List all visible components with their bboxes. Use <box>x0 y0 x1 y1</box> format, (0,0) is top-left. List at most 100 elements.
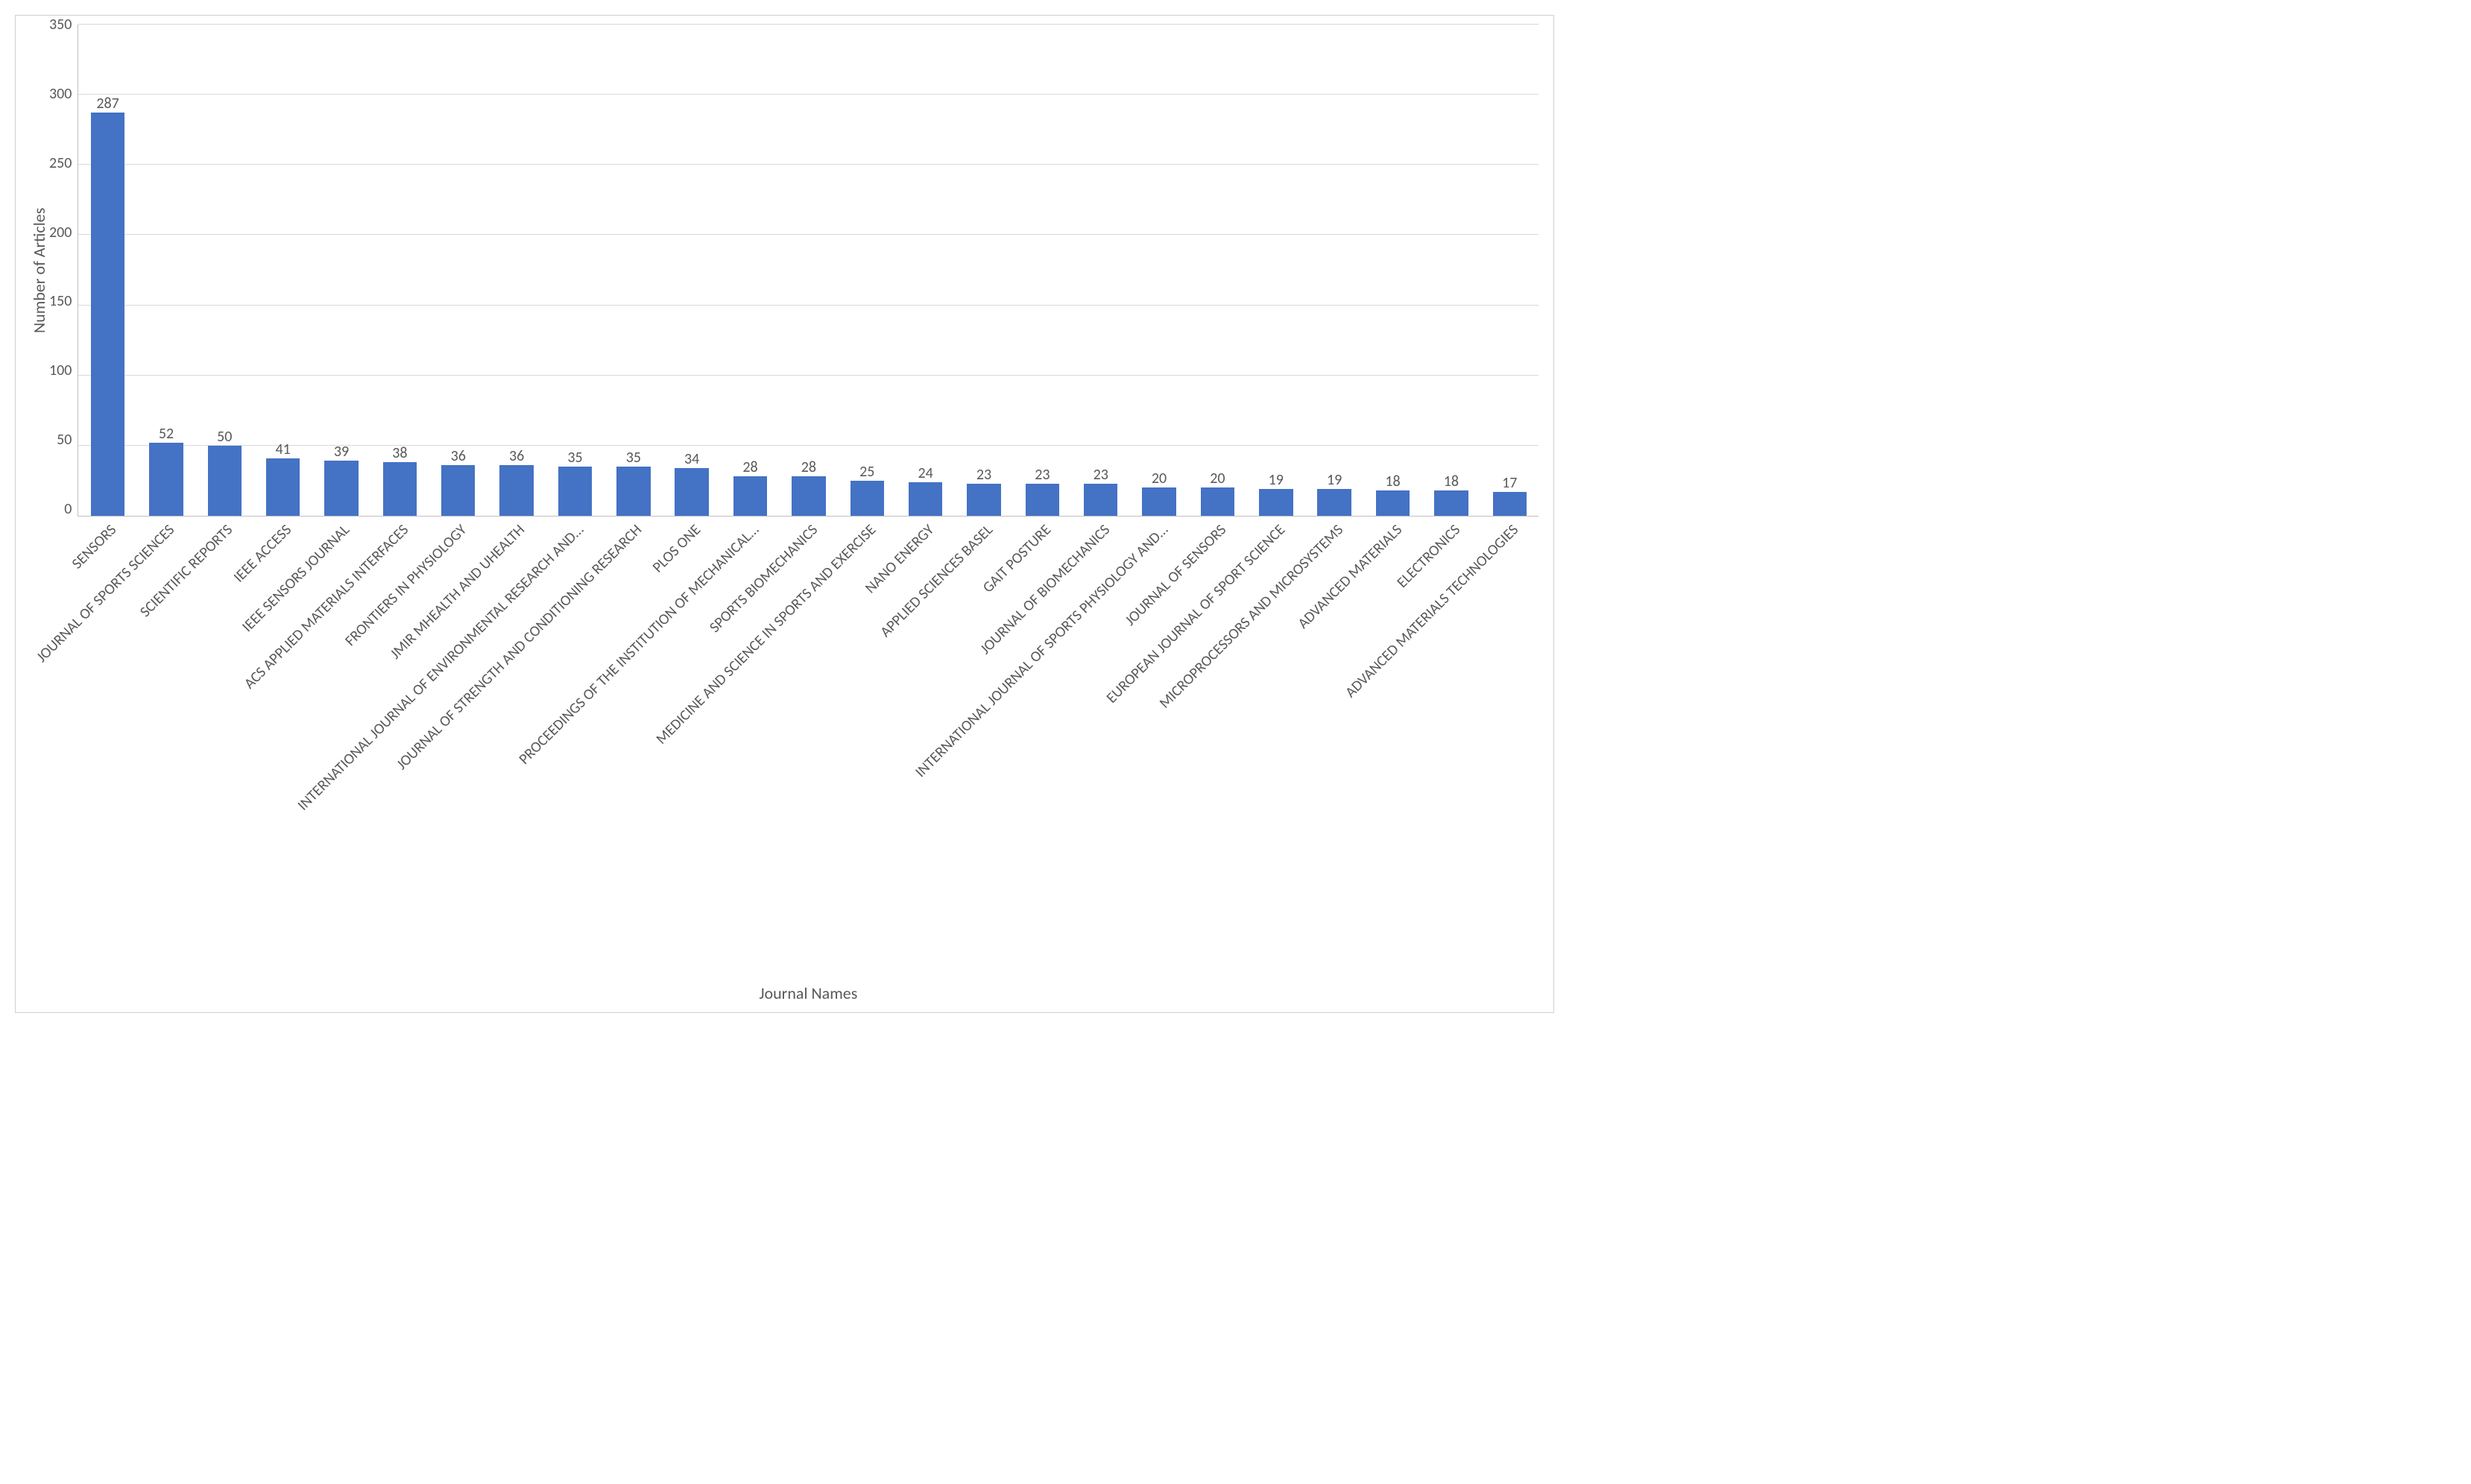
bar <box>1493 492 1527 516</box>
bar-slot: 23 <box>955 25 1013 516</box>
bar <box>208 446 242 516</box>
bar <box>792 476 825 516</box>
bar-slot: 38 <box>370 25 429 516</box>
bar <box>967 484 1000 516</box>
bar-slot: 50 <box>195 25 253 516</box>
bar <box>266 458 300 516</box>
bar-value-label: 38 <box>392 446 407 461</box>
bar <box>1259 489 1293 516</box>
bar-value-label: 19 <box>1269 473 1284 487</box>
x-axis-category-label: MEDICINE AND SCIENCE IN SPORTS AND EXERC… <box>652 521 880 748</box>
plot-area: 287 52 50 41 39 38 36 36 35 35 34 28 28 25 24 23 23 23 20 2… <box>78 25 1539 517</box>
bar-value-label: 52 <box>159 426 174 441</box>
bar <box>675 468 708 516</box>
bar-slot: 19 <box>1247 25 1305 516</box>
bar-slot: 18 <box>1363 25 1421 516</box>
bars-container: 287 52 50 41 39 38 36 36 35 35 34 28 28 25 24 23 23 23 20 2… <box>78 25 1539 516</box>
y-axis-tick: 300 <box>49 86 72 101</box>
bar-value-label: 23 <box>1035 467 1050 482</box>
y-axis-title: Number of Articles <box>25 25 49 517</box>
bar-value-label: 23 <box>976 467 991 482</box>
y-axis-tick: 100 <box>49 363 72 378</box>
bar-value-label: 36 <box>451 449 466 464</box>
bar <box>851 481 884 516</box>
bar-value-label: 34 <box>684 452 699 467</box>
y-axis-tick: 250 <box>49 156 72 171</box>
x-axis-category-labels: SENSORSJOURNAL OF SPORTS SCIENCESSCIENTI… <box>78 521 1539 983</box>
bar-value-label: 35 <box>567 450 582 465</box>
bar <box>91 113 124 516</box>
bar-value-label: 18 <box>1444 474 1459 489</box>
bar-value-label: 36 <box>509 449 524 464</box>
bar-value-label: 39 <box>334 444 349 459</box>
x-axis-category-label: SENSORS <box>68 521 119 572</box>
bar-value-label: 50 <box>217 429 232 444</box>
bar <box>1026 484 1059 516</box>
bar-slot: 23 <box>1013 25 1071 516</box>
y-axis-tick: 200 <box>49 225 72 240</box>
bar-value-label: 18 <box>1385 474 1400 489</box>
bar <box>1376 490 1410 516</box>
x-axis-title: Journal Names <box>78 983 1539 1003</box>
bar <box>733 476 767 516</box>
bar <box>1434 490 1468 516</box>
bar <box>324 461 358 516</box>
y-axis-tick: 0 <box>64 502 72 517</box>
bar <box>1317 489 1351 516</box>
bar-slot: 41 <box>254 25 312 516</box>
bar-slot: 18 <box>1422 25 1480 516</box>
bar-slot: 23 <box>1072 25 1130 516</box>
bar-slot: 17 <box>1480 25 1539 516</box>
x-axis-category-label: APPLIED SCIENCES BASEL <box>877 521 997 641</box>
chart-body: Number of Articles 350300250200150100500… <box>25 25 1539 1003</box>
bar <box>441 465 475 516</box>
bar <box>1084 484 1117 516</box>
bar <box>1201 487 1234 516</box>
bar <box>1142 487 1175 516</box>
bar-value-label: 20 <box>1152 471 1167 486</box>
bar-slot: 28 <box>780 25 838 516</box>
bar-value-label: 23 <box>1094 467 1108 482</box>
chart-frame: Number of Articles 350 300 250 200 150 100 50 0… <box>15 15 1554 1013</box>
bar-value-label: 28 <box>801 460 816 475</box>
y-axis-ticks: 350 300 250 200 150 100 50 0 <box>49 17 78 524</box>
bar-value-label: 17 <box>1502 476 1517 490</box>
bar-slot: 35 <box>546 25 604 516</box>
bar <box>499 465 533 516</box>
y-axis-tick: 50 <box>57 432 72 447</box>
x-axis-category-label: SPORTS BIOMECHANICS <box>706 521 821 637</box>
bar-slot: 34 <box>663 25 721 516</box>
bar-value-label: 35 <box>626 450 641 465</box>
bar <box>149 443 183 516</box>
bar <box>383 462 417 516</box>
bar-slot: 28 <box>721 25 779 516</box>
bar-slot: 287 <box>78 25 136 516</box>
bar-slot: 20 <box>1188 25 1246 516</box>
x-axis-category-label: IEEE SENSORS JOURNAL <box>239 521 353 636</box>
bar-value-label: 287 <box>96 96 119 111</box>
bar-value-label: 41 <box>276 442 291 457</box>
bar-slot: 52 <box>137 25 195 516</box>
bar-slot: 20 <box>1130 25 1188 516</box>
bar-slot: 36 <box>429 25 487 516</box>
bar-slot: 24 <box>896 25 954 516</box>
x-axis-category-label: ADVANCED MATERIALS <box>1294 521 1406 633</box>
bar <box>558 467 592 516</box>
bar-value-label: 25 <box>859 464 874 479</box>
bar-slot: 35 <box>605 25 663 516</box>
bar-value-label: 24 <box>918 466 932 481</box>
bar <box>909 482 942 516</box>
bar <box>616 467 650 516</box>
x-axis-category-label: PLOS ONE <box>648 521 704 576</box>
bar-value-label: 19 <box>1327 473 1342 487</box>
x-axis-category-label: INTERNATIONAL JOURNAL OF ENVIRONMENTAL R… <box>294 521 587 814</box>
bar-value-label: 28 <box>742 460 757 475</box>
bar-slot: 19 <box>1305 25 1363 516</box>
bar-slot: 36 <box>487 25 546 516</box>
x-axis-category-label: JOURNAL OF SENSORS <box>1122 521 1230 629</box>
y-axis-tick: 150 <box>49 294 72 309</box>
bar-value-label: 20 <box>1210 471 1225 486</box>
y-axis-tick: 350 <box>49 17 72 32</box>
bar-slot: 39 <box>312 25 370 516</box>
bar-slot: 25 <box>838 25 896 516</box>
